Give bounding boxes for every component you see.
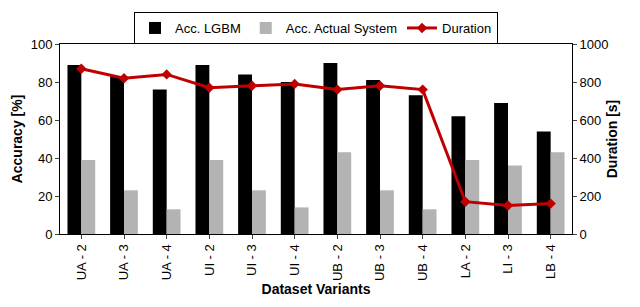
svg-text:200: 200 bbox=[580, 189, 602, 204]
svg-text:0: 0 bbox=[580, 227, 587, 242]
svg-text:LB - 4: LB - 4 bbox=[543, 244, 558, 279]
svg-text:20: 20 bbox=[38, 189, 52, 204]
svg-text:UB - 3: UB - 3 bbox=[372, 244, 387, 281]
svg-text:UB - 4: UB - 4 bbox=[415, 244, 430, 281]
svg-text:UA - 4: UA - 4 bbox=[159, 244, 174, 280]
svg-text:Duration: Duration bbox=[442, 21, 491, 36]
svg-text:UI - 3: UI - 3 bbox=[244, 244, 259, 276]
svg-text:Dataset Variants: Dataset Variants bbox=[262, 281, 371, 297]
svg-text:1000: 1000 bbox=[580, 37, 609, 52]
svg-text:Duration [s]: Duration [s] bbox=[604, 100, 620, 179]
svg-text:40: 40 bbox=[38, 151, 52, 166]
svg-text:80: 80 bbox=[38, 75, 52, 90]
svg-text:800: 800 bbox=[580, 75, 602, 90]
svg-text:400: 400 bbox=[580, 151, 602, 166]
svg-text:LI - 3: LI - 3 bbox=[500, 244, 515, 274]
svg-text:Acc. LGBM: Acc. LGBM bbox=[175, 21, 241, 36]
svg-text:UA - 3: UA - 3 bbox=[116, 244, 131, 280]
svg-text:UI - 4: UI - 4 bbox=[287, 244, 302, 276]
svg-text:600: 600 bbox=[580, 113, 602, 128]
svg-text:Accuracy [%]: Accuracy [%] bbox=[9, 95, 25, 184]
svg-text:UB - 2: UB - 2 bbox=[330, 244, 345, 281]
svg-text:100: 100 bbox=[31, 37, 53, 52]
svg-text:60: 60 bbox=[38, 113, 52, 128]
svg-text:UA - 2: UA - 2 bbox=[74, 244, 89, 280]
svg-text:UI - 2: UI - 2 bbox=[202, 244, 217, 276]
svg-text:Acc. Actual System: Acc. Actual System bbox=[286, 21, 397, 36]
svg-text:LA - 2: LA - 2 bbox=[458, 244, 473, 278]
svg-text:0: 0 bbox=[45, 227, 52, 242]
